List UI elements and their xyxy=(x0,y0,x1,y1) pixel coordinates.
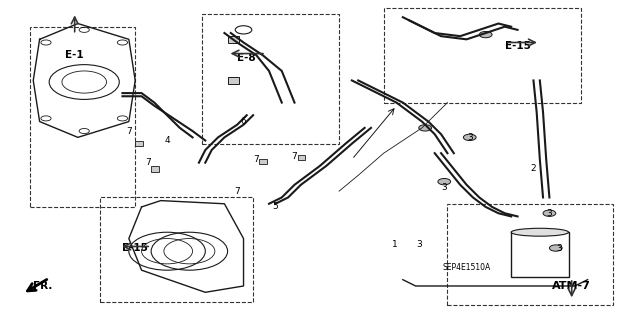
Circle shape xyxy=(479,32,492,38)
Text: FR.: FR. xyxy=(33,281,52,291)
Bar xyxy=(228,35,239,43)
Bar xyxy=(259,159,267,164)
Text: 7: 7 xyxy=(126,127,132,136)
Text: SEP4E1510A: SEP4E1510A xyxy=(442,263,491,271)
Text: 1: 1 xyxy=(392,241,398,249)
Text: 3: 3 xyxy=(416,241,422,249)
Text: 3: 3 xyxy=(442,183,447,192)
Text: E-8: E-8 xyxy=(237,53,256,63)
Text: 7: 7 xyxy=(145,158,151,167)
Text: 4: 4 xyxy=(164,136,170,145)
Circle shape xyxy=(438,178,451,185)
Bar xyxy=(228,77,239,84)
Circle shape xyxy=(419,125,431,131)
Text: 7: 7 xyxy=(253,155,259,164)
Text: 3: 3 xyxy=(547,209,552,218)
Circle shape xyxy=(549,245,562,251)
Text: 3: 3 xyxy=(556,243,562,253)
Bar xyxy=(511,232,568,277)
Text: 5: 5 xyxy=(273,203,278,211)
Bar xyxy=(151,167,159,172)
Bar xyxy=(298,155,305,160)
Text: 6: 6 xyxy=(241,117,246,126)
Text: E-15: E-15 xyxy=(504,41,531,51)
Ellipse shape xyxy=(511,228,568,236)
Text: E-15: E-15 xyxy=(122,243,148,253)
Text: 2: 2 xyxy=(531,165,536,174)
Circle shape xyxy=(543,210,556,216)
Text: 7: 7 xyxy=(292,152,298,161)
Circle shape xyxy=(463,134,476,141)
Text: 7: 7 xyxy=(234,187,240,196)
Bar xyxy=(135,141,143,146)
Text: 3: 3 xyxy=(467,133,472,142)
Text: E-1: E-1 xyxy=(65,50,84,60)
Text: ATM-7: ATM-7 xyxy=(552,281,591,291)
